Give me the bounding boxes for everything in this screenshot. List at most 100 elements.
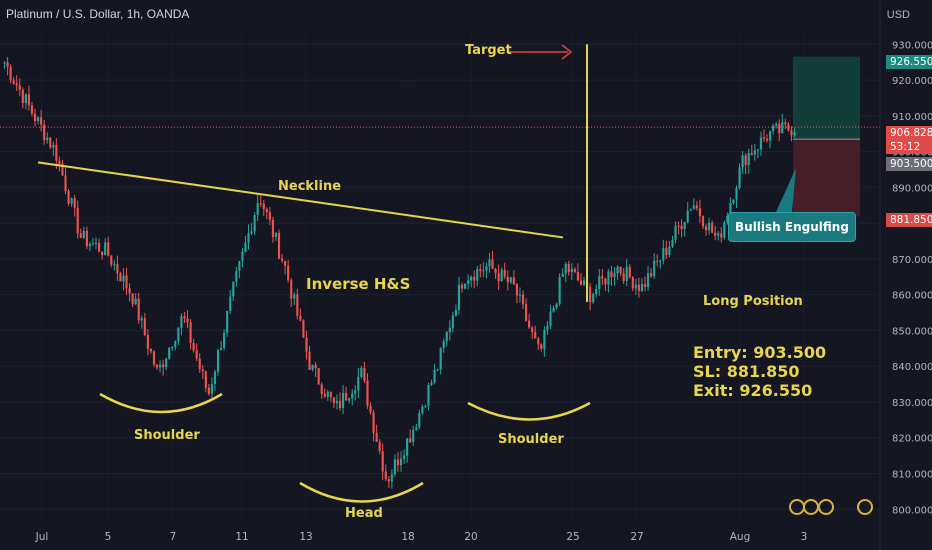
candle-body: [360, 367, 363, 377]
candle-body: [454, 309, 457, 316]
candle-body: [104, 242, 107, 256]
candle-body: [448, 327, 451, 332]
candle-body: [128, 288, 131, 294]
candle-body: [399, 458, 403, 466]
candle-body: [247, 233, 250, 243]
pattern-label: Inverse H&S: [306, 275, 411, 293]
candle-body: [271, 219, 274, 237]
candle-body: [314, 364, 317, 369]
profit-zone: [793, 56, 860, 140]
candle-body: [281, 258, 284, 261]
candle-body: [259, 203, 262, 205]
y-tick-label: 860.000: [892, 291, 932, 302]
flag-icon[interactable]: [818, 499, 834, 515]
x-tick-label: Aug: [730, 531, 751, 543]
candle-body: [162, 364, 165, 368]
symbol-title: Platinum / U.S. Dollar, 1h, OANDA: [6, 7, 190, 21]
candle-body: [159, 364, 162, 368]
candle-body: [338, 400, 342, 409]
candle-body: [643, 284, 647, 287]
flag-icon[interactable]: [857, 499, 873, 515]
candle-body: [762, 137, 766, 139]
candle-body: [741, 155, 744, 168]
candle-body: [753, 150, 756, 155]
candle-body: [375, 433, 378, 442]
candle-body: [582, 280, 586, 285]
candle-body: [415, 427, 418, 430]
candle-body: [262, 203, 265, 209]
candle-body: [759, 137, 762, 150]
candle-body: [369, 405, 372, 413]
candle-body: [671, 239, 674, 247]
candle-body: [390, 474, 393, 482]
countdown-tag: 53:12: [886, 140, 932, 154]
candle-body: [424, 406, 427, 408]
candle-body: [198, 358, 201, 370]
candle-body: [610, 271, 613, 278]
candle-body: [787, 124, 790, 131]
candle-body: [107, 242, 110, 256]
candle-body: [287, 265, 290, 281]
candle-body: [769, 131, 772, 141]
candle-body: [268, 212, 271, 220]
bullish-engulfing-callout[interactable]: Bullish Engulfing: [728, 212, 856, 242]
candle-body: [726, 215, 729, 223]
current-price-tag: 906.828: [886, 126, 932, 140]
candle-body: [491, 259, 494, 269]
candle-body: [781, 122, 784, 134]
candle-body: [308, 351, 311, 370]
candle-body: [372, 412, 375, 434]
candle-body: [659, 260, 662, 262]
candle-body: [518, 294, 522, 296]
y-tick-label: 910.000: [892, 112, 932, 123]
candle-body: [329, 391, 332, 398]
candle-body: [467, 280, 470, 284]
target-label: Target: [465, 43, 512, 58]
candle-body: [6, 62, 9, 67]
candle-body: [33, 113, 37, 121]
candle-body: [674, 225, 677, 240]
candle-body: [393, 459, 396, 475]
candle-body: [634, 284, 637, 289]
candle-body: [125, 275, 128, 289]
candle-body: [427, 384, 430, 407]
x-tick-label: 18: [401, 531, 414, 543]
candle-body: [482, 270, 485, 272]
candle-body: [653, 260, 656, 277]
candle-body: [579, 280, 583, 285]
candle-body: [40, 117, 43, 125]
candle-body: [134, 298, 137, 305]
candle-body: [476, 269, 479, 281]
candle-body: [284, 260, 287, 266]
candle-body: [793, 132, 796, 136]
candle-body: [668, 246, 671, 255]
candle-body: [464, 283, 467, 289]
candle-body: [625, 266, 628, 281]
candle-body: [177, 327, 180, 342]
left-shoulder-label: Shoulder: [134, 428, 200, 443]
candle-body: [543, 330, 546, 349]
candle-body: [61, 163, 64, 176]
candle-body: [30, 105, 34, 114]
candle-body: [12, 80, 15, 84]
long-position-label: Long Position: [703, 294, 803, 309]
candle-body: [210, 384, 213, 394]
candle-body: [274, 233, 278, 237]
candle-body: [558, 276, 561, 304]
candle-body: [216, 349, 220, 372]
candle-body: [348, 398, 351, 401]
y-tick-label: 920.000: [892, 76, 932, 87]
flag-icon[interactable]: [803, 499, 819, 515]
candle-body: [567, 263, 570, 273]
candle-body: [149, 348, 152, 352]
candle-body: [637, 284, 640, 291]
left-shoulder-arc: [99, 392, 223, 414]
candle-body: [756, 149, 759, 151]
candle-body: [640, 284, 644, 291]
candle-body: [232, 281, 235, 297]
candle-body: [342, 392, 345, 409]
candle-body: [650, 273, 653, 277]
candle-body: [55, 144, 58, 161]
candle-body: [595, 288, 598, 295]
